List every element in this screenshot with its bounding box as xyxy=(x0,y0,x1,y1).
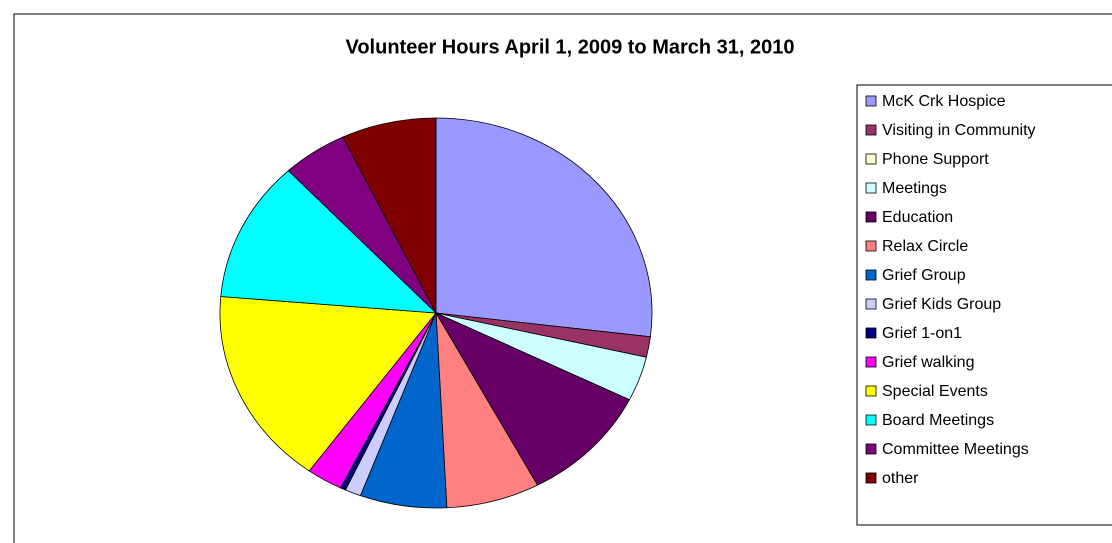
legend-label: Visiting in Community xyxy=(882,122,1036,139)
pie-slice xyxy=(435,312,631,486)
pie-slice xyxy=(342,117,437,314)
legend-swatch xyxy=(865,124,877,136)
legend-label: Grief walking xyxy=(882,354,974,371)
legend-label: Phone Support xyxy=(882,151,989,168)
legend-swatch xyxy=(865,211,877,223)
legend-label: Grief Kids Group xyxy=(882,296,1001,313)
legend-label: Board Meetings xyxy=(882,412,994,429)
legend-box xyxy=(856,84,1112,526)
legend-swatch xyxy=(865,269,877,281)
legend-label: Special Events xyxy=(882,383,988,400)
legend-swatch xyxy=(865,182,877,194)
pie-slice xyxy=(220,170,438,314)
legend-swatch xyxy=(865,385,877,397)
pie-slice xyxy=(435,117,653,338)
legend-swatch xyxy=(865,414,877,426)
legend-label: other xyxy=(882,470,919,487)
legend-label: Grief 1-on1 xyxy=(882,325,962,342)
legend-swatch xyxy=(865,153,877,165)
legend-label: Education xyxy=(882,209,953,226)
legend-swatch xyxy=(865,95,877,107)
legend-label: Relax Circle xyxy=(882,238,968,255)
legend-label: Committee Meetings xyxy=(882,441,1029,458)
legend-swatch xyxy=(865,356,877,368)
legend-swatch xyxy=(865,298,877,310)
legend-label: Meetings xyxy=(882,180,947,197)
legend-swatch xyxy=(865,327,877,339)
legend-swatch xyxy=(865,240,877,252)
chart-title: Volunteer Hours April 1, 2009 to March 3… xyxy=(345,36,794,58)
legend-swatch xyxy=(865,443,877,455)
legend-label: Grief Group xyxy=(882,267,966,284)
legend-label: McK Crk Hospice xyxy=(882,93,1006,110)
legend-swatch xyxy=(865,472,877,484)
pie-slice xyxy=(219,296,437,472)
